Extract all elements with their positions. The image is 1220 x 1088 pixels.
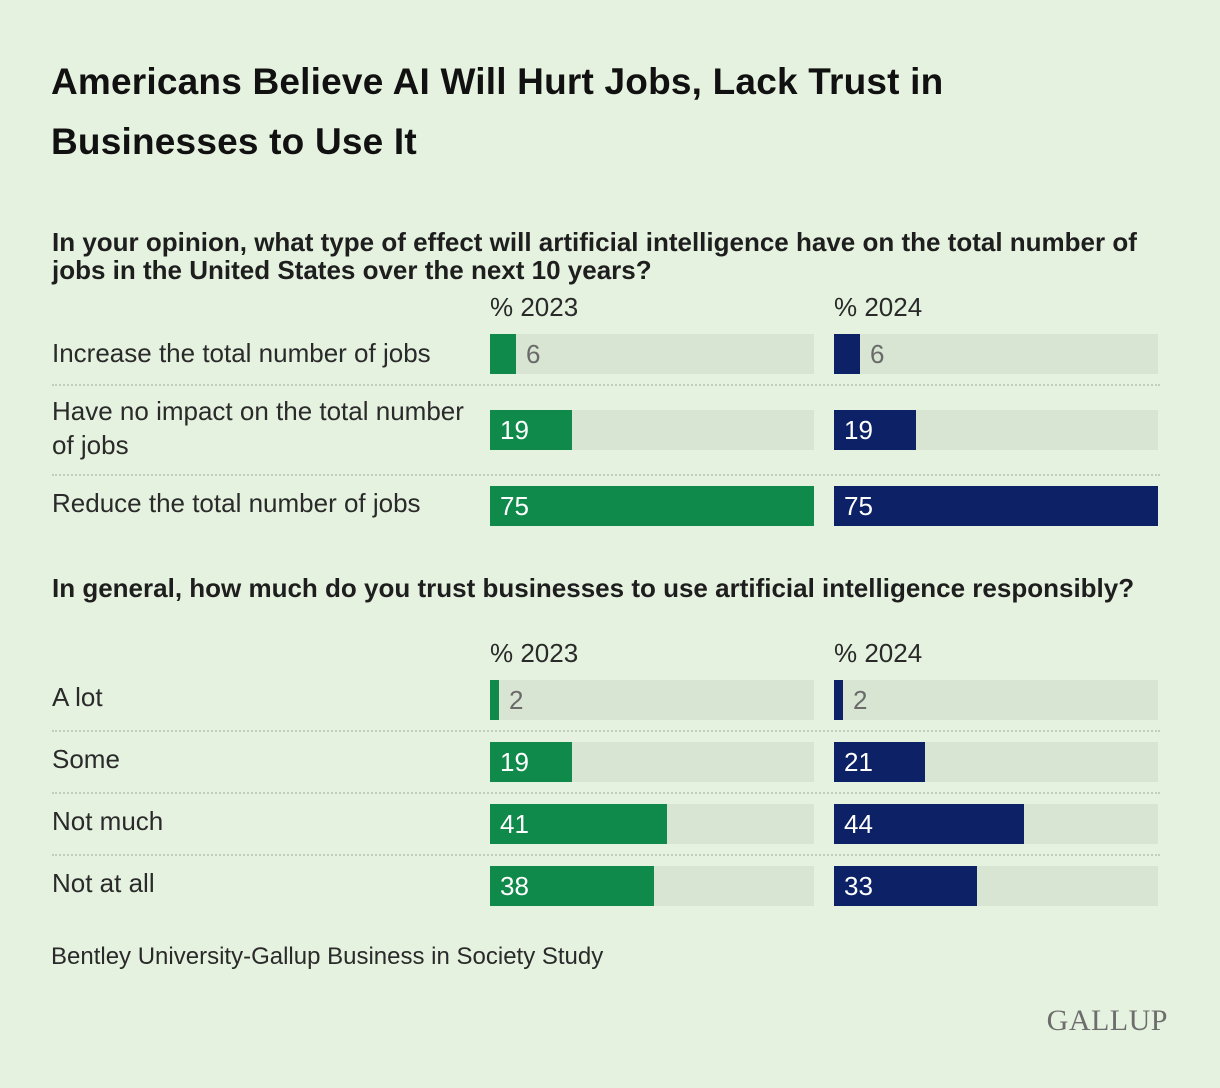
row-label: Reduce the total number of jobs [52,488,421,518]
bar-2024 [834,680,843,720]
bar-track: 2 [490,680,814,720]
row-label: Not at all [52,868,155,898]
data-label: 19 [500,747,529,777]
data-label: 38 [500,871,529,901]
row-divider [52,854,1160,856]
row-label: Have no impact on the total number of jo… [52,396,464,460]
bar-2024 [834,410,916,450]
source-note: Bentley University-Gallup Business in So… [51,943,604,970]
bar-2023 [490,410,572,450]
data-label: 41 [500,809,529,839]
column-header-2024: % 2024 [834,638,923,668]
bar-2024 [834,866,977,906]
data-label: 44 [844,809,873,839]
row-label: Not much [52,806,164,836]
bar-track: 19 [490,410,814,450]
bar-2024 [834,742,925,782]
data-label: 21 [844,747,873,777]
bar-track: 2 [834,680,1158,720]
bar-2024 [834,486,1158,526]
bar-2023 [490,742,572,782]
column-header-2023: % 2023 [490,292,579,322]
bar-track: 33 [834,866,1158,906]
row-divider [52,474,1160,476]
question-2: In general, how much do you trust busine… [52,573,1135,603]
row-label: Some [52,744,120,774]
bar-2024 [834,334,860,374]
bar-track: 41 [490,804,814,844]
bar-track: 75 [490,486,814,526]
bar-2023 [490,804,667,844]
chart-title: Americans Believe AI Will Hurt Jobs, Lac… [51,61,944,162]
row-divider [52,384,1160,386]
row-divider [52,792,1160,794]
bar-2023 [490,334,516,374]
data-label: 75 [844,491,873,521]
bar-track: 6 [490,334,814,374]
data-label: 6 [526,339,541,369]
bar-track: 38 [490,866,814,906]
data-label: 2 [509,685,524,715]
row-divider [52,730,1160,732]
column-header-2023: % 2023 [490,638,579,668]
bar-2023 [490,680,499,720]
data-label: 33 [844,871,873,901]
row-label: A lot [52,682,103,712]
data-label: 19 [844,415,873,445]
bar-track: 21 [834,742,1158,782]
data-label: 2 [853,685,868,715]
bar-2023 [490,486,814,526]
bar-track: 19 [834,410,1158,450]
bar-track: 44 [834,804,1158,844]
data-label: 6 [870,339,885,369]
data-label: 75 [500,491,529,521]
row-label: Increase the total number of jobs [52,338,431,368]
bar-2023 [490,866,654,906]
bar-2024 [834,804,1024,844]
column-header-2024: % 2024 [834,292,923,322]
bar-track: 6 [834,334,1158,374]
question-1: In your opinion, what type of effect wil… [52,227,1137,285]
data-label: 19 [500,415,529,445]
bar-track: 75 [834,486,1158,526]
gallup-logo: GALLUP [1046,1004,1168,1037]
bar-track: 19 [490,742,814,782]
